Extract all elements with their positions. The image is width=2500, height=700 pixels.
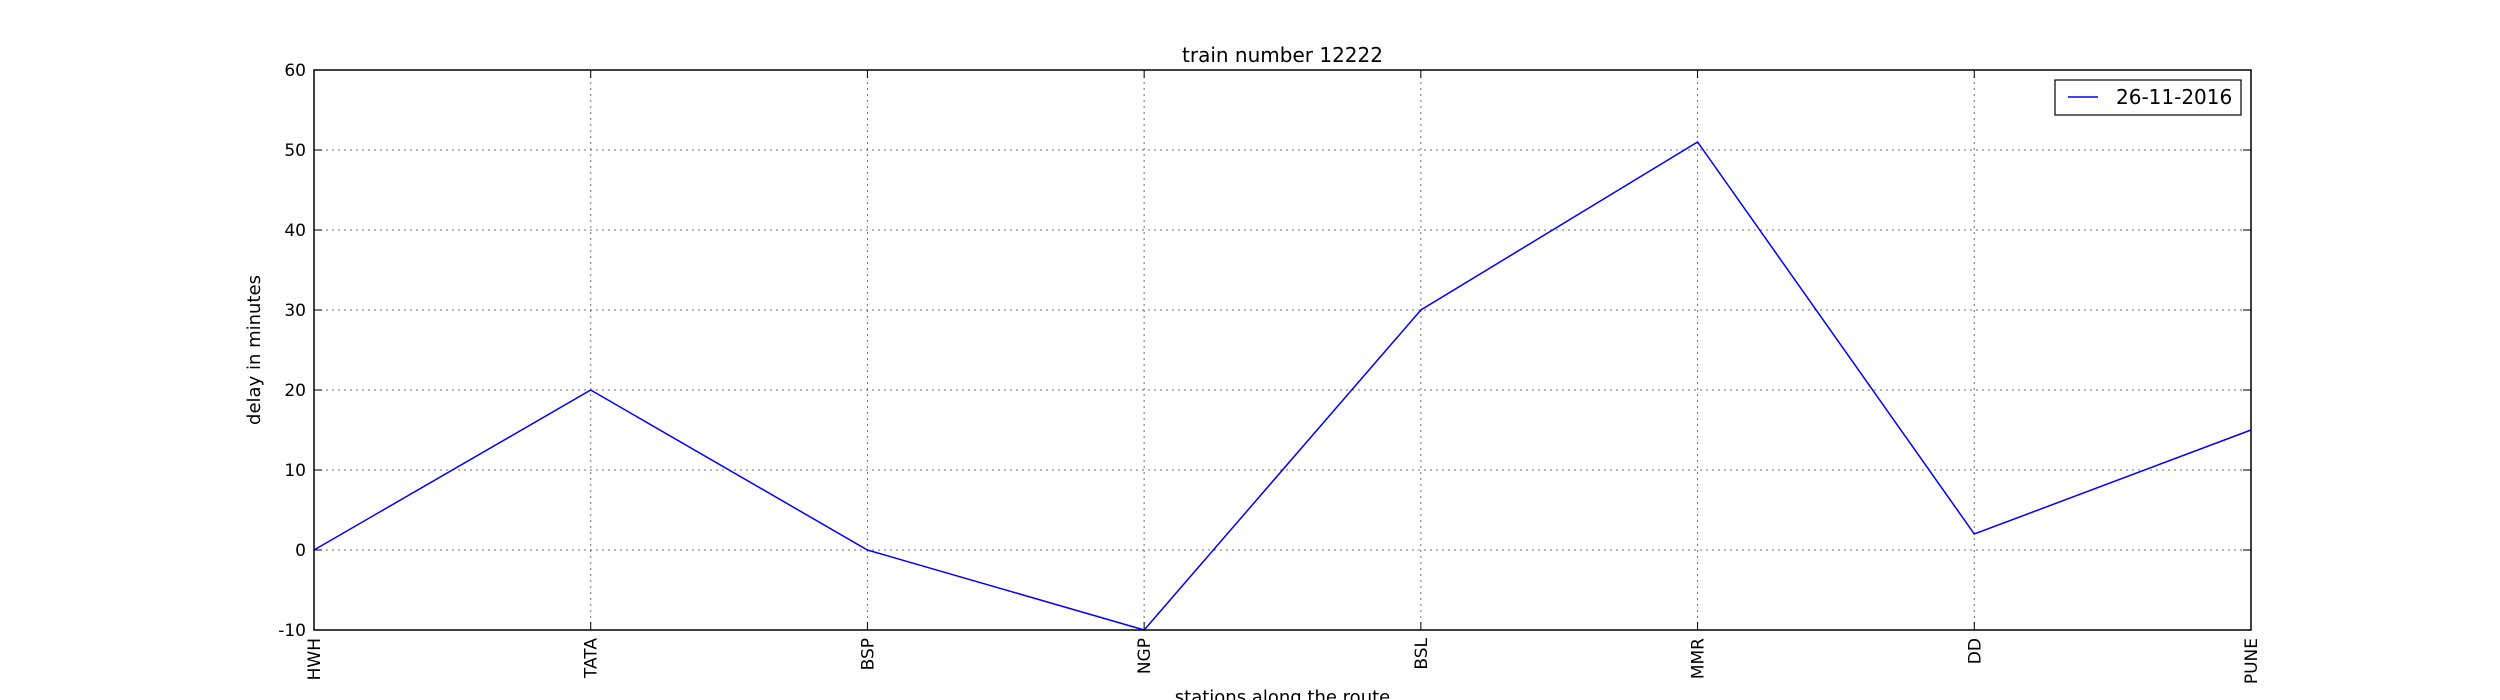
x-tick-label: DD (1965, 638, 1985, 664)
x-tick-label: MMR (1689, 638, 1709, 679)
legend-entry-label: 26-11-2016 (2116, 85, 2232, 109)
y-tick-label: 30 (284, 301, 306, 321)
series-line (313, 140, 2252, 631)
legend: 26-11-2016 (2054, 79, 2242, 116)
y-tick-label: 20 (284, 381, 306, 401)
y-tick-label: 50 (284, 141, 306, 161)
y-tick-label: -10 (278, 621, 306, 641)
plot-frame (313, 69, 2252, 631)
x-tick-label: BSL (1412, 637, 1432, 669)
grid-lines (313, 69, 2252, 631)
y-tick-label: 10 (284, 461, 306, 481)
y-tick-label: 60 (284, 61, 306, 81)
chart-title: train number 12222 (1182, 43, 1383, 67)
y-tick-label: 40 (284, 221, 306, 241)
y-tick-label: 0 (295, 541, 306, 561)
y-axis-label: delay in minutes (244, 275, 265, 425)
x-tick-label: BSP (858, 638, 878, 670)
x-tick-label: NGP (1135, 638, 1155, 674)
series-layer (313, 140, 2252, 631)
x-tick-label: PUNE (2242, 638, 2262, 684)
x-tick-label: TATA (582, 638, 602, 679)
x-axis-label: stations along the route (1175, 687, 1390, 700)
x-tick-label: HWH (305, 638, 325, 680)
axis-ticks: -10 0 10 20 30 40 50 60 HWH TATA BSP NGP BSL MMR DD PUN… (278, 61, 2262, 684)
legend-box (2054, 79, 2242, 116)
